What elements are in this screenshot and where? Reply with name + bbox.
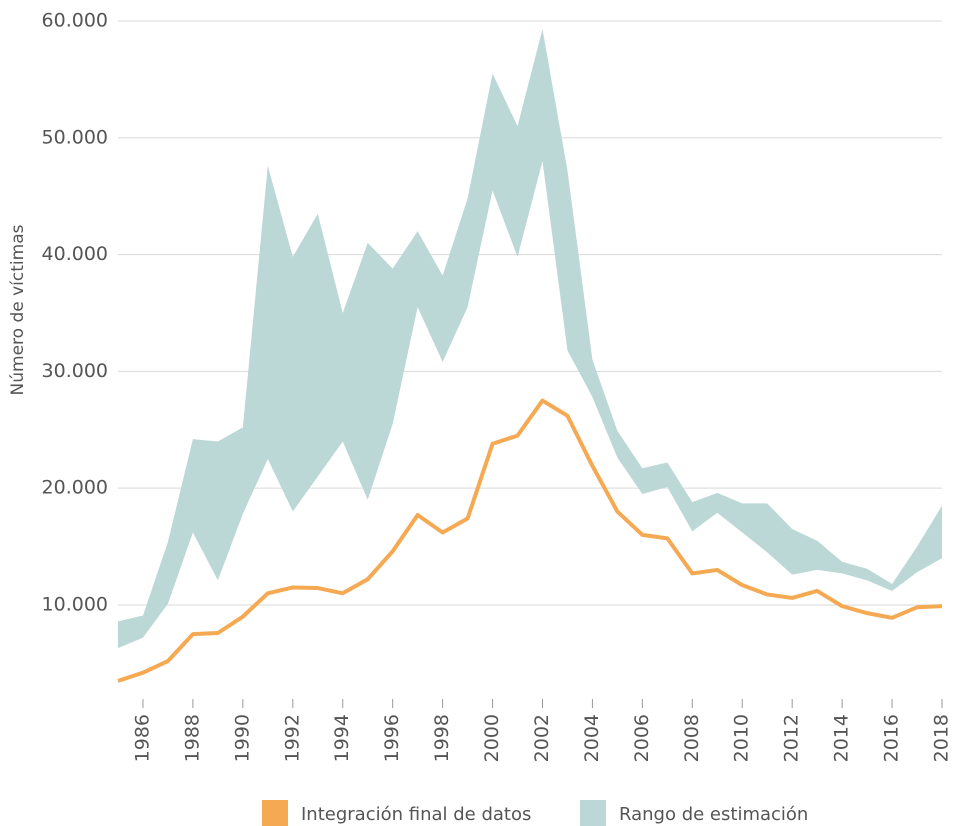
x-tick-label: 1988 bbox=[181, 714, 203, 762]
x-tick-label: 1986 bbox=[131, 714, 153, 762]
x-tick-label: 1996 bbox=[381, 714, 403, 762]
x-tick-label: 1990 bbox=[231, 714, 253, 762]
legend-swatch bbox=[262, 800, 288, 826]
x-tick-label: 2002 bbox=[531, 714, 553, 762]
y-tick-label: 60.000 bbox=[42, 9, 108, 31]
x-tick-label: 1994 bbox=[331, 714, 353, 762]
y-tick-label: 20.000 bbox=[42, 477, 108, 499]
x-tick-label: 2016 bbox=[881, 714, 903, 762]
y-tick-label: 40.000 bbox=[42, 243, 108, 265]
x-tick-label: 2008 bbox=[681, 714, 703, 762]
x-tick-label: 2012 bbox=[781, 714, 803, 762]
x-tick-label: 2014 bbox=[831, 714, 853, 762]
y-axis-label: Número de víctimas bbox=[8, 224, 28, 395]
estimate-band bbox=[118, 29, 942, 649]
x-tick-label: 1998 bbox=[431, 714, 453, 762]
legend-swatch bbox=[580, 800, 606, 826]
y-tick-label: 50.000 bbox=[42, 126, 108, 148]
legend-label: Integración final de datos bbox=[301, 804, 531, 825]
data-line bbox=[117, 398, 943, 683]
x-tick-label: 2018 bbox=[931, 714, 953, 762]
x-tick-label: 1992 bbox=[281, 714, 303, 762]
legend-label: Rango de estimación bbox=[619, 804, 808, 825]
x-tick-label: 2004 bbox=[581, 714, 603, 762]
x-tick-label: 2000 bbox=[481, 714, 503, 762]
x-tick-label: 2010 bbox=[731, 714, 753, 762]
y-tick-label: 30.000 bbox=[42, 360, 108, 382]
x-tick-label: 2006 bbox=[631, 714, 653, 762]
y-tick-label: 10.000 bbox=[42, 593, 108, 615]
